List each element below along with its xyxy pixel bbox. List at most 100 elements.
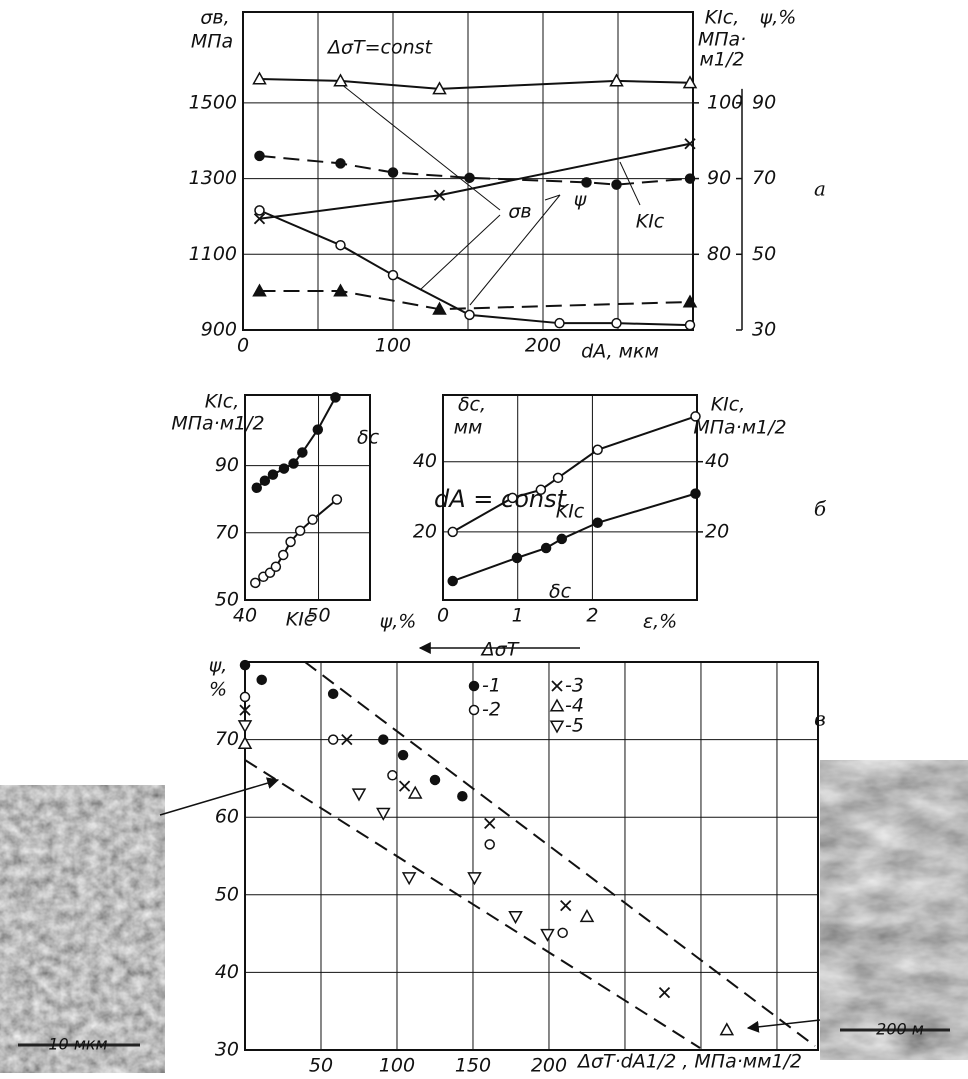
page: {"chart_data": [ {"type": "line", "panel… [0,0,968,1079]
annotation: ΔσТ=const [326,37,434,59]
x-tick-label: 200 [525,335,561,357]
x-tick-label: 150 [455,1055,491,1077]
point [379,735,388,744]
point [691,489,700,498]
panel-label: а [814,177,826,201]
series-line [260,79,691,89]
point [593,518,602,527]
y-axis-label: МПа·м1/2 [171,413,264,435]
panel-label: в [814,707,826,731]
plot-frame [245,662,818,1050]
y-tick-label: 20 [413,520,437,542]
series-line [260,156,691,185]
point [388,771,397,780]
y2-axis-label: МПа· [698,29,746,51]
point [458,792,467,801]
x-axis-label: ψ,% [380,611,417,633]
y-tick-label: 50 [215,589,239,611]
point [465,173,474,182]
band-lines [245,662,815,1048]
y-tick-label: 50 [215,883,239,905]
y3-tick-label: 50 [752,243,776,265]
annotation: ψ [574,189,587,211]
x-axis-label: dA, мкм [581,341,659,363]
point [558,928,567,937]
legend-marker [470,682,479,691]
point [268,470,277,479]
point [721,1024,733,1035]
figure: 10 мкм 200 м 010020090011001300150080901… [0,0,968,1079]
y-tick-label: 40 [215,961,239,983]
y3-tick-label: 30 [752,319,776,341]
point [542,544,551,553]
point [557,534,566,543]
point [252,483,261,492]
point [541,930,553,941]
series-line [260,144,691,219]
legend-marker [470,706,479,715]
y-tick-label: 70 [215,728,239,750]
x-tick-label: 2 [586,605,598,627]
point [389,271,398,280]
legend-label: -5 [565,715,584,737]
point [512,553,521,562]
point [286,537,295,546]
legend-marker [551,721,563,732]
legend-label: -1 [482,675,501,697]
y-tick-label: 30 [215,1039,239,1061]
point [353,789,365,800]
point [554,473,563,482]
photo-caption: 10 мкм [48,1035,107,1054]
y-tick-label: 90 [215,454,239,476]
point [331,393,340,402]
y2-axis-label: МПа·м1/2 [693,417,786,439]
arrow [748,1020,820,1028]
point [329,735,338,744]
y-tick-label: 70 [215,521,239,543]
point [336,241,345,250]
y-axis-label: KIc, [205,391,240,413]
point [289,459,298,468]
point [260,476,269,485]
y2-axis-label: KIc, [705,7,740,29]
y2-axis-label: м1/2 [700,49,745,71]
point [582,178,591,187]
x-tick-label: 1 [512,605,524,627]
point [536,485,545,494]
y-axis-label: % [209,679,227,701]
legend-marker [552,681,562,691]
photo-caption: 200 м [876,1020,924,1039]
point [508,493,517,502]
y-tick-label: 40 [413,450,437,472]
point [448,527,457,536]
point [313,425,322,434]
y2-tick-label: 40 [705,450,729,472]
y-tick-label: 1100 [189,243,237,265]
photo-left [0,785,165,1073]
x-tick-label: 100 [379,1055,415,1077]
y2-axis-label: KIc, [711,394,746,416]
point [485,840,494,849]
photo-right [820,760,968,1060]
point [448,577,457,586]
point [469,873,481,884]
panel-label: б [814,497,827,521]
legend-label: -3 [565,675,584,697]
point [271,562,280,571]
y-axis-label: δc, [458,394,486,416]
point [403,873,415,884]
point [399,751,408,760]
annotation: KIc [556,501,585,523]
point [279,464,288,473]
point [593,445,602,454]
y-axis-label: мм [454,417,483,439]
annotation: KIc [286,609,315,631]
point [251,578,260,587]
x-tick-label: 0 [237,335,249,357]
y2-tick-label: 90 [707,167,731,189]
point [241,661,250,670]
point [510,912,522,923]
y2-tick-label: 80 [707,243,731,265]
y3-tick-label: 90 [752,91,776,113]
point [684,296,696,307]
